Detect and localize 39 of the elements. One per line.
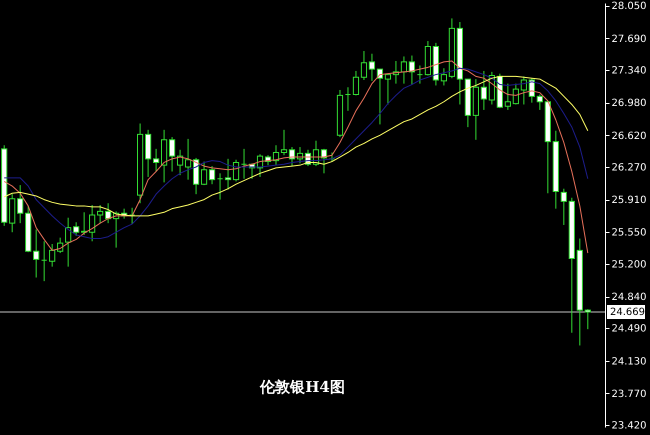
candlestick	[280, 129, 288, 156]
y-tick-label: 25.910	[612, 195, 646, 206]
ref-line-label: 24.669	[610, 307, 645, 318]
candlestick	[352, 70, 360, 96]
candlestick	[400, 56, 408, 84]
candlestick	[184, 138, 192, 180]
y-tick-label: 25.200	[612, 259, 646, 270]
candlestick	[368, 53, 376, 82]
candlestick	[41, 240, 48, 282]
candlestick	[208, 166, 216, 185]
y-tick-label: 24.840	[612, 292, 646, 304]
y-tick-label: 26.620	[612, 130, 646, 142]
y-tick-label: 23.420	[612, 420, 646, 432]
text: 伦敦银H4图	[259, 378, 345, 396]
y-tick-label: 28.050	[612, 1, 646, 12]
candlestick	[200, 161, 208, 186]
y-tick-label: 27.340	[612, 66, 646, 77]
candlestick	[384, 74, 392, 105]
y-tick-label: 27.690	[612, 34, 646, 45]
candlestick	[168, 136, 176, 172]
candlestick	[480, 70, 487, 110]
candlestick	[224, 158, 232, 190]
candlestick	[152, 148, 160, 172]
candlestick	[416, 65, 424, 84]
candlestick	[440, 68, 447, 86]
candlestick	[360, 50, 368, 81]
candlestick	[504, 83, 511, 110]
candlestick	[216, 172, 224, 200]
y-tick-label: 23.770	[612, 388, 646, 400]
y-tick-label: 25.550	[612, 228, 646, 239]
y-tick-label: 24.130	[612, 356, 646, 368]
candlestick	[89, 204, 96, 242]
y-tick-label: 26.980	[612, 98, 646, 110]
candlestick	[129, 207, 136, 225]
y-tick-label: 24.490	[612, 324, 646, 335]
candlestick	[97, 204, 104, 224]
candlestick	[240, 148, 248, 180]
candlestick	[344, 86, 352, 112]
y-tick-label: 26.270	[612, 162, 646, 174]
